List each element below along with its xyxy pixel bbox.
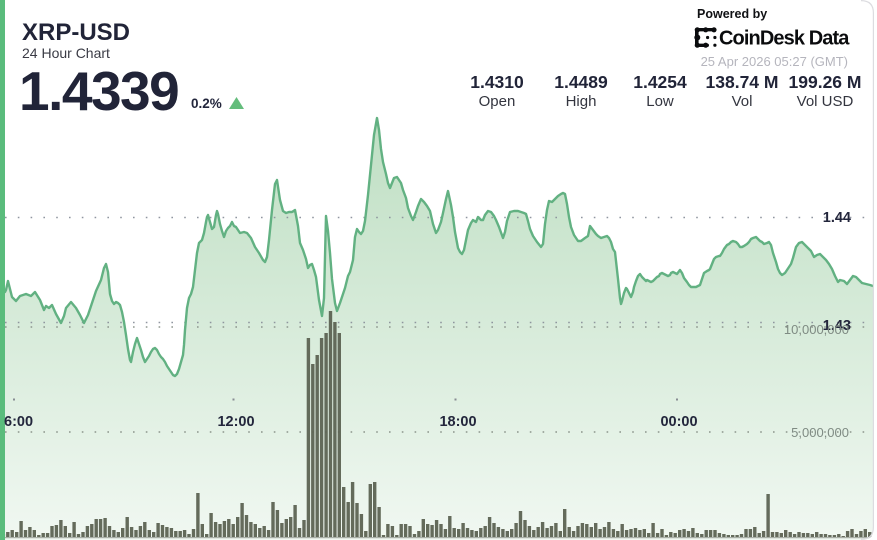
svg-text:5,000,000: 5,000,000 <box>791 425 849 440</box>
svg-text:1.4339: 1.4339 <box>19 60 178 122</box>
svg-text:6:00: 6:00 <box>4 414 33 430</box>
svg-text:XRP-USD: XRP-USD <box>22 19 130 46</box>
svg-text:199.26 M: 199.26 M <box>789 72 862 92</box>
svg-text:10,000,000: 10,000,000 <box>784 322 849 337</box>
svg-text:Open: Open <box>479 93 516 110</box>
svg-text:1.44: 1.44 <box>823 210 851 226</box>
svg-text:12:00: 12:00 <box>217 414 254 430</box>
svg-text:1.43: 1.43 <box>823 318 851 334</box>
svg-text:18:00: 18:00 <box>439 414 476 430</box>
svg-text:Low: Low <box>646 93 674 110</box>
svg-text:00:00: 00:00 <box>660 414 697 430</box>
svg-text:0.2%: 0.2% <box>191 96 222 111</box>
svg-text:24 Hour Chart: 24 Hour Chart <box>22 45 110 61</box>
svg-text:Powered by: Powered by <box>697 7 767 21</box>
svg-text:High: High <box>566 93 597 110</box>
svg-text:1.4489: 1.4489 <box>554 72 608 92</box>
svg-text:25 Apr 2026 05:27 (GMT): 25 Apr 2026 05:27 (GMT) <box>701 54 848 69</box>
svg-text:Vol: Vol <box>732 93 753 110</box>
svg-text:138.74 M: 138.74 M <box>706 72 779 92</box>
svg-text:1.4310: 1.4310 <box>470 72 524 92</box>
svg-text:Vol USD: Vol USD <box>797 93 854 110</box>
svg-text:1.4254: 1.4254 <box>633 72 687 92</box>
svg-text:CoinDesk Data: CoinDesk Data <box>719 28 850 50</box>
